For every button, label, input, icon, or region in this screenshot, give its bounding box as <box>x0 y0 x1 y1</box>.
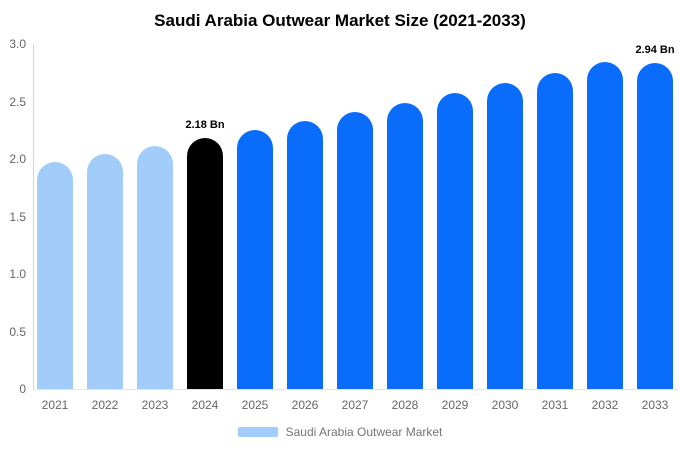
bar-chart-plot-area: 2.18 Bn 2.94 Bn <box>37 44 675 389</box>
chart-title: Saudi Arabia Outwear Market Size (2021-2… <box>154 11 526 30</box>
x-label-2023: 2023 <box>141 398 169 412</box>
bar-2021 <box>37 162 73 389</box>
y-tick-0.5: 0.5 <box>9 324 26 339</box>
bar-2027 <box>337 111 373 389</box>
y-tick-2.0: 2.0 <box>9 152 26 166</box>
x-label-2028: 2028 <box>391 398 419 412</box>
bar-slot-2029 <box>437 44 473 389</box>
bar-slot-2021 <box>37 44 73 389</box>
y-tick-2.5: 2.5 <box>9 94 26 109</box>
legend-swatch <box>237 427 278 437</box>
y-tick-1.0: 1.0 <box>9 267 26 281</box>
bar-slot-2028 <box>387 44 423 389</box>
bar-slot-2023 <box>137 44 173 389</box>
bar-2028 <box>387 102 423 389</box>
legend-label: Saudi Arabia Outwear Market <box>285 425 443 439</box>
x-label-2029: 2029 <box>441 398 469 412</box>
bar-2022 <box>87 154 123 389</box>
x-label-2032: 2032 <box>591 398 619 412</box>
bar-slot-2030 <box>487 44 523 389</box>
x-label-2031: 2031 <box>541 398 569 412</box>
x-label-2022: 2022 <box>91 398 119 412</box>
bar-slot-2026 <box>287 44 323 389</box>
x-label-2025: 2025 <box>241 398 269 412</box>
x-axis: 2021 2022 2023 2024 2025 2026 2027 2028 2029 2030… <box>37 398 673 412</box>
bar-slot-2022 <box>87 44 123 389</box>
bar-2030 <box>487 83 523 389</box>
y-tick-0: 0 <box>19 382 26 396</box>
bar-2024 <box>187 138 223 389</box>
bar-2032 <box>587 62 623 389</box>
x-label-2024: 2024 <box>191 398 219 412</box>
bar-slot-2025 <box>237 44 273 389</box>
bar-2029 <box>437 93 473 389</box>
bar-slot-2033: 2.94 Bn <box>635 44 675 389</box>
x-label-2021: 2021 <box>41 398 69 412</box>
bar-2026 <box>287 121 323 389</box>
y-tick-1.5: 1.5 <box>9 209 26 224</box>
bar-2025 <box>237 130 273 389</box>
bar-slot-2027 <box>337 44 373 389</box>
x-label-2030: 2030 <box>491 398 519 412</box>
bar-2031 <box>537 72 573 389</box>
bar-slot-2024: 2.18 Bn <box>185 44 225 389</box>
x-label-2027: 2027 <box>341 398 369 412</box>
data-label-2033: 2.94 Bn <box>635 44 675 56</box>
x-label-2026: 2026 <box>291 398 319 412</box>
bar-slot-2032 <box>587 44 623 389</box>
bar-2023 <box>137 146 173 389</box>
data-label-2024: 2.18 Bn <box>185 119 225 132</box>
bar-slot-2031 <box>537 44 573 389</box>
y-tick-3.0: 3.0 <box>9 37 26 51</box>
x-axis-baseline <box>33 389 678 390</box>
legend: Saudi Arabia Outwear Market <box>0 425 680 439</box>
bar-2033 <box>637 63 673 389</box>
y-axis-line <box>33 44 34 389</box>
x-label-2033: 2033 <box>641 398 669 412</box>
